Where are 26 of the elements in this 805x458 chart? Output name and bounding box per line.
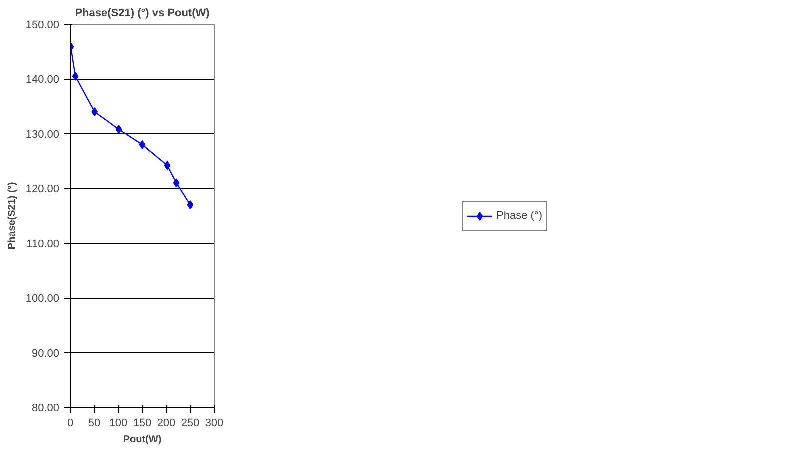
y-tick-label: 120.00 bbox=[26, 184, 60, 196]
y-tick-label: 140.00 bbox=[26, 74, 60, 86]
y-tick-label: 80.00 bbox=[32, 402, 60, 414]
point bbox=[72, 72, 79, 81]
y-axis-title: Phase(S21) (°) bbox=[6, 182, 18, 250]
chart-title: Phase(S21) (°) vs Pout(W) bbox=[75, 8, 210, 20]
x-tick-label: 200 bbox=[157, 418, 176, 430]
y-tick-label: 150.00 bbox=[26, 20, 60, 32]
x-tick-label: 0 bbox=[67, 418, 74, 430]
y-tick-label: 100.00 bbox=[26, 293, 60, 306]
y-tick-label: 90.00 bbox=[32, 348, 60, 360]
point bbox=[173, 178, 180, 188]
x-tick-label: 150 bbox=[133, 418, 152, 430]
point bbox=[116, 125, 122, 134]
legend-label: Phase (°) bbox=[496, 210, 542, 222]
x-tick-label: 100 bbox=[109, 418, 128, 430]
x-tick-label: 250 bbox=[181, 418, 200, 430]
x-tick-label: 300 bbox=[205, 418, 224, 430]
x-axis-title: Pout(W) bbox=[123, 434, 162, 446]
point bbox=[164, 161, 171, 170]
x-tick-label: 50 bbox=[88, 418, 101, 430]
y-tick-label: 110.00 bbox=[26, 238, 60, 250]
y-tick-label: 130.00 bbox=[26, 128, 60, 141]
point bbox=[139, 140, 146, 150]
point bbox=[187, 200, 194, 210]
point bbox=[92, 108, 98, 117]
